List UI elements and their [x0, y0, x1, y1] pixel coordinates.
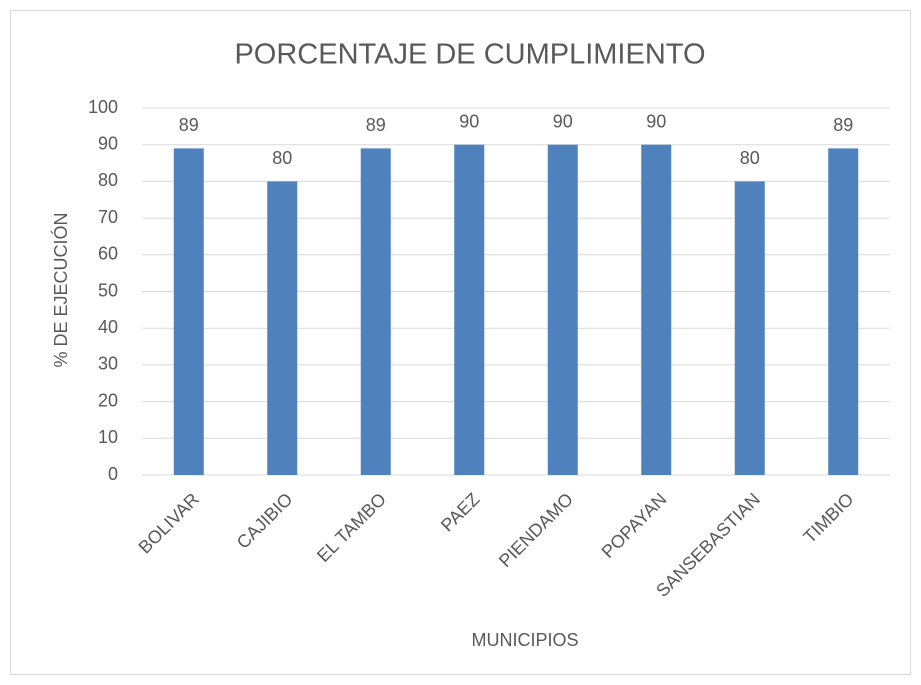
data-label: 90 — [646, 111, 666, 131]
y-tick-label: 20 — [98, 390, 118, 410]
bar — [828, 148, 859, 475]
y-tick-label: 40 — [98, 317, 118, 337]
bar — [360, 148, 391, 475]
data-label: 90 — [553, 111, 573, 131]
y-tick-label: 10 — [98, 427, 118, 447]
bar — [547, 144, 578, 475]
y-tick-label: 0 — [108, 464, 118, 484]
bar — [641, 144, 672, 475]
data-label: 89 — [179, 115, 199, 135]
y-tick-label: 30 — [98, 354, 118, 374]
y-tick-label: 70 — [98, 207, 118, 227]
bar — [173, 148, 204, 475]
data-label: 89 — [833, 115, 853, 135]
data-label: 89 — [366, 115, 386, 135]
y-tick-label: 90 — [98, 133, 118, 153]
data-label: 90 — [459, 111, 479, 131]
chart-title: PORCENTAJE DE CUMPLIMIENTO — [234, 39, 705, 71]
y-tick-label: 60 — [98, 244, 118, 264]
bar — [454, 144, 485, 475]
x-axis-label: MUNICIPIOS — [471, 630, 578, 650]
y-tick-label: 80 — [98, 170, 118, 190]
y-tick-label: 50 — [98, 280, 118, 300]
bar — [734, 181, 765, 475]
data-label: 80 — [740, 148, 760, 168]
bar — [267, 181, 298, 475]
y-axis-label: % DE EJECUCIÓN — [50, 212, 71, 367]
y-tick-label: 100 — [88, 97, 118, 117]
data-label: 80 — [272, 148, 292, 168]
